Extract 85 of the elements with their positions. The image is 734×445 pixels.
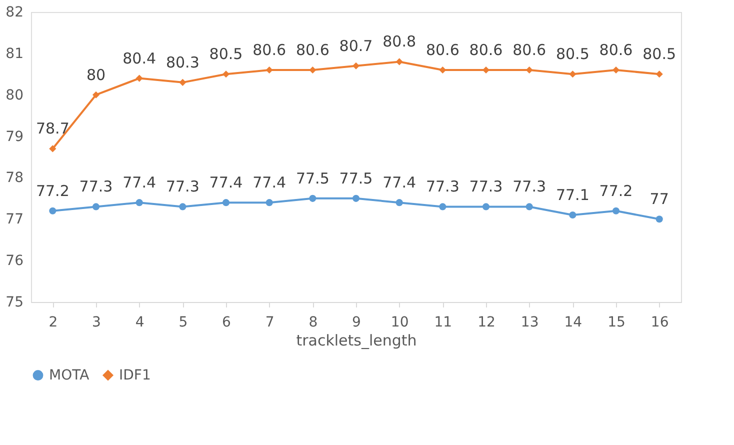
data-label: 80.6 [469, 41, 503, 59]
data-label: 80.7 [339, 36, 373, 55]
x-tick-label: 6 [222, 314, 232, 330]
y-tick-label: 79 [6, 128, 24, 145]
data-label: 77.4 [122, 174, 156, 192]
point [266, 66, 273, 74]
data-label: 77.2 [599, 182, 633, 200]
point [266, 199, 273, 206]
data-label: 77.3 [79, 178, 113, 196]
point [526, 66, 533, 74]
data-label: 80.8 [382, 32, 416, 51]
data-label: 80.5 [556, 45, 590, 64]
y-tick-label: 81 [6, 46, 24, 62]
point [136, 74, 143, 82]
x-tick-label: 2 [48, 314, 58, 330]
data-label: 80.5 [642, 45, 676, 64]
x-tick-label: 16 [650, 314, 669, 330]
point [569, 211, 576, 219]
x-axis-title: tracklets_length [296, 332, 417, 350]
data-label: 77 [650, 190, 669, 208]
point [92, 203, 100, 210]
point [396, 199, 403, 206]
data-label: 80.4 [122, 49, 156, 68]
x-tick-label: 12 [478, 314, 496, 330]
x-tick-label: 11 [434, 314, 452, 330]
point [49, 207, 56, 214]
x-tick-label: 15 [608, 314, 626, 330]
legend-label: IDF1 [119, 367, 151, 384]
point [49, 145, 56, 152]
point [396, 58, 403, 66]
point [222, 199, 230, 206]
data-label: 77.3 [512, 178, 546, 196]
data-label: 77.4 [209, 174, 243, 192]
point [222, 70, 230, 78]
point [656, 70, 663, 78]
data-label: 80.6 [252, 41, 286, 59]
point [569, 70, 576, 78]
y-tick-label: 78 [6, 170, 24, 186]
x-tick-label: 5 [178, 314, 188, 330]
point [309, 66, 316, 74]
x-tick-label: 7 [265, 314, 274, 330]
point [656, 216, 663, 223]
x-tick-label: 3 [92, 314, 101, 330]
point [439, 66, 446, 74]
data-label: 80.6 [512, 41, 546, 59]
data-label: 77.1 [556, 186, 590, 204]
data-label: 80.5 [209, 45, 243, 64]
point [612, 66, 620, 74]
point [179, 203, 186, 210]
legend-label: MOTA [49, 367, 90, 384]
data-label: 80.6 [426, 41, 460, 59]
point [352, 194, 360, 202]
x-tick-label: 8 [308, 314, 318, 330]
data-label: 77.3 [469, 178, 503, 196]
y-tick-label: 76 [6, 253, 24, 270]
x-tick-label: 9 [352, 314, 361, 330]
y-tick-label: 77 [6, 212, 24, 228]
data-label: 77.5 [296, 169, 330, 188]
point [309, 194, 316, 202]
y-tick-label: 75 [6, 294, 24, 310]
data-label: 77.4 [252, 174, 286, 192]
data-label: 77.4 [382, 174, 416, 192]
point [482, 203, 490, 210]
point [92, 91, 100, 98]
data-label: 80.6 [599, 41, 633, 59]
point [179, 78, 186, 86]
x-tick-label: 13 [520, 314, 539, 330]
data-label: 80 [86, 66, 106, 84]
data-label: 77.2 [36, 182, 70, 200]
point [136, 199, 143, 206]
y-tick-label: 82 [6, 4, 24, 20]
data-label: 78.7 [36, 120, 70, 138]
x-tick-label: 14 [564, 314, 582, 330]
y-tick-label: 80 [6, 87, 24, 104]
data-label: 80.6 [296, 41, 330, 59]
data-label: 77.5 [339, 169, 373, 188]
x-tick-label: 4 [135, 314, 144, 330]
data-label: 77.3 [166, 178, 200, 196]
x-tick-label: 10 [390, 314, 409, 330]
point [439, 203, 446, 210]
point [352, 62, 360, 70]
data-label: 77.3 [426, 178, 460, 196]
point [526, 203, 533, 210]
data-label: 80.3 [166, 53, 200, 72]
point [612, 207, 620, 214]
